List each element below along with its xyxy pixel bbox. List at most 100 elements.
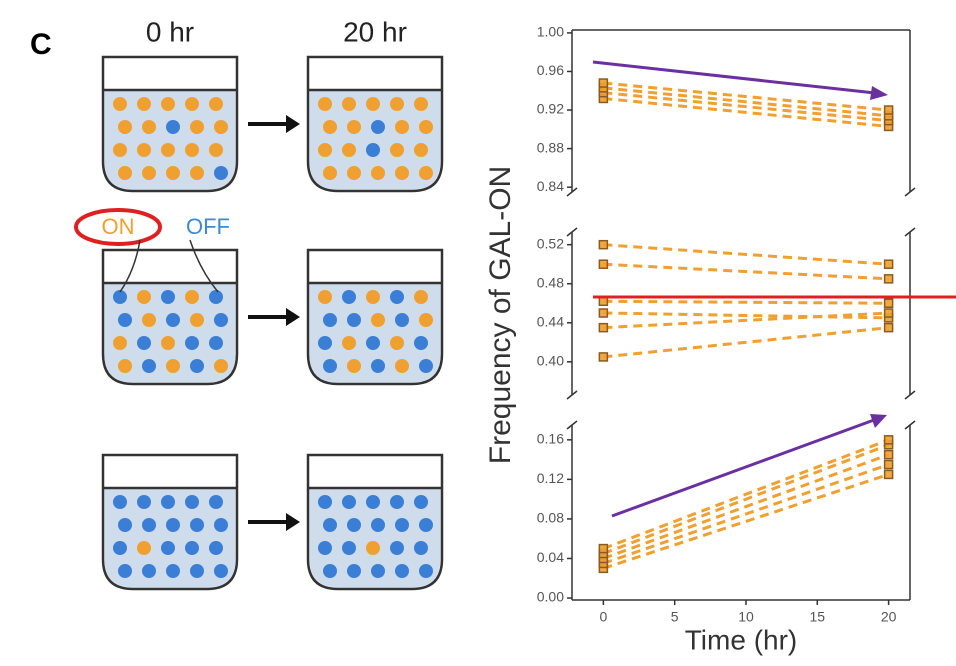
cell <box>166 518 180 532</box>
data-point <box>883 459 894 470</box>
data-point <box>598 259 609 269</box>
liquid <box>104 90 236 190</box>
cell <box>395 313 409 327</box>
cell <box>366 541 380 555</box>
y-tick-label: 0.08 <box>537 510 564 526</box>
off-label: OFF <box>186 214 230 239</box>
cell <box>161 143 175 157</box>
data-point <box>883 449 894 460</box>
highlight-ellipse <box>74 208 162 246</box>
series-line <box>603 311 889 320</box>
panel-label: C <box>30 28 52 61</box>
cell <box>395 359 409 373</box>
cell <box>414 290 428 304</box>
data-point <box>883 322 894 333</box>
cell <box>366 336 380 350</box>
cell <box>185 495 199 509</box>
cell <box>113 97 127 111</box>
cell <box>137 290 151 304</box>
cell <box>342 495 356 509</box>
y-tick-label: 0.96 <box>537 62 564 78</box>
x-tick-label: 0 <box>599 609 607 625</box>
series-line <box>603 299 889 305</box>
cell <box>214 120 228 134</box>
cell <box>366 143 380 157</box>
series-line <box>603 86 889 118</box>
cell <box>113 290 127 304</box>
axis-break <box>566 227 578 237</box>
cell <box>342 290 356 304</box>
cell <box>414 495 428 509</box>
cell <box>414 336 428 350</box>
data-point <box>598 308 609 318</box>
cell <box>371 313 385 327</box>
cell <box>161 541 175 555</box>
cell <box>118 166 132 180</box>
cell <box>419 120 433 134</box>
y-tick-label: 0.88 <box>537 139 564 155</box>
cell <box>347 564 361 578</box>
axis-break <box>566 187 578 197</box>
cell <box>214 359 228 373</box>
cell <box>142 120 156 134</box>
cell <box>347 313 361 327</box>
x-tick-label: 10 <box>738 609 754 625</box>
series-line <box>603 81 889 112</box>
cell <box>342 143 356 157</box>
cell <box>190 166 204 180</box>
cell <box>166 359 180 373</box>
cell <box>190 564 204 578</box>
cell <box>390 290 404 304</box>
series-line <box>603 311 889 330</box>
cell <box>190 359 204 373</box>
axis-break <box>904 227 916 237</box>
step-arrow-head <box>286 115 300 133</box>
cell <box>166 120 180 134</box>
cell <box>395 564 409 578</box>
data-point <box>883 274 894 284</box>
cell <box>419 564 433 578</box>
x-tick-label: 15 <box>810 609 826 625</box>
cell <box>395 518 409 532</box>
y-tick-label: 0.52 <box>537 235 564 251</box>
cell <box>371 166 385 180</box>
cell <box>419 166 433 180</box>
series-line <box>603 96 889 128</box>
cell <box>366 290 380 304</box>
cell <box>185 143 199 157</box>
cell <box>161 495 175 509</box>
time-label: 0 hr <box>146 16 194 47</box>
flow-arrow <box>119 239 141 293</box>
cell <box>323 166 337 180</box>
cell <box>142 313 156 327</box>
liquid <box>104 283 236 383</box>
y-tick-label: 0.16 <box>537 431 564 447</box>
cell <box>118 359 132 373</box>
cell <box>209 541 223 555</box>
cell <box>323 313 337 327</box>
cell <box>137 336 151 350</box>
cell <box>323 564 337 578</box>
y-tick-label: 0.44 <box>537 313 564 329</box>
axis-break <box>904 390 916 400</box>
liquid <box>309 488 441 588</box>
cell <box>214 518 228 532</box>
cell <box>113 495 127 509</box>
cell <box>185 97 199 111</box>
cell <box>342 97 356 111</box>
cell <box>395 120 409 134</box>
cell <box>166 564 180 578</box>
cell <box>118 313 132 327</box>
cell <box>318 495 332 509</box>
cell <box>190 518 204 532</box>
data-point <box>598 239 609 250</box>
cell <box>142 359 156 373</box>
cell <box>414 97 428 111</box>
cell <box>395 166 409 180</box>
cell <box>161 97 175 111</box>
data-point <box>598 78 609 88</box>
y-axis-label: Frequency of GAL-ON <box>484 166 517 464</box>
y-tick-label: 0.84 <box>537 178 564 194</box>
cell <box>390 336 404 350</box>
